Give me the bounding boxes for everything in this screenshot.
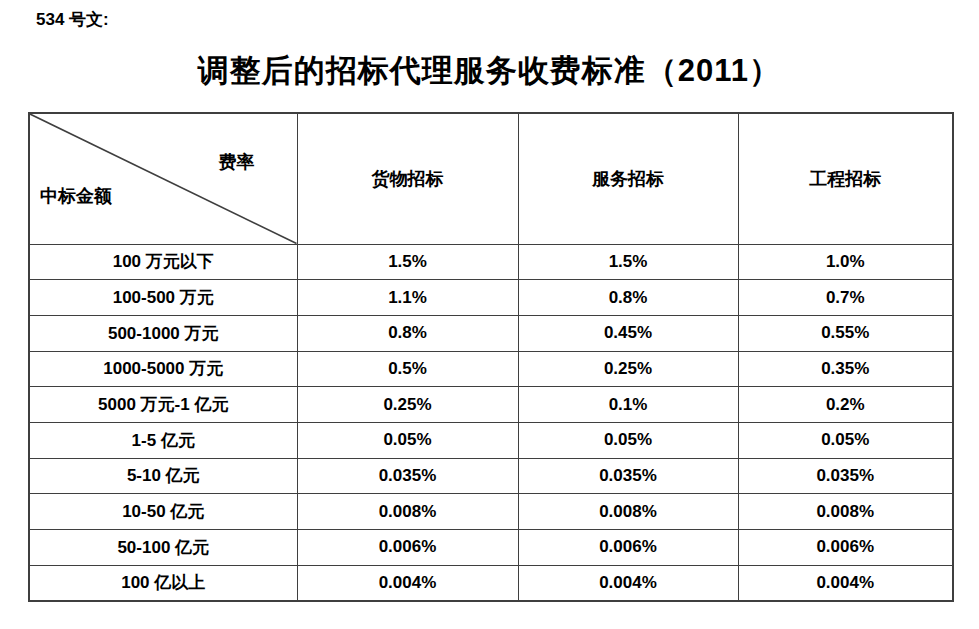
fee-table: 费率 中标金额 货物招标 服务招标 工程招标 100 万元以下 1.5% 1.5… <box>28 112 954 602</box>
row-label: 100 万元以下 <box>29 244 297 280</box>
table-cell: 0.004% <box>518 565 738 601</box>
table-cell: 0.008% <box>297 494 518 530</box>
table-row: 50-100 亿元 0.006% 0.006% 0.006% <box>29 530 953 566</box>
corner-label-rate: 费率 <box>219 150 255 174</box>
table-row: 1-5 亿元 0.05% 0.05% 0.05% <box>29 422 953 458</box>
table-cell: 0.035% <box>518 458 738 494</box>
table-cell: 0.1% <box>518 387 738 423</box>
table-cell: 0.006% <box>297 530 518 566</box>
table-cell: 0.2% <box>738 387 953 423</box>
document-page: 534 号文: 调整后的招标代理服务收费标准（2011） 费率 中标金额 货物招… <box>0 0 979 629</box>
table-cell: 1.1% <box>297 280 518 316</box>
table-cell: 0.05% <box>738 422 953 458</box>
column-header-works: 工程招标 <box>738 113 953 244</box>
table-cell: 1.5% <box>518 244 738 280</box>
table-cell: 0.25% <box>518 351 738 387</box>
row-label: 100 亿以上 <box>29 565 297 601</box>
corner-cell: 费率 中标金额 <box>29 113 297 244</box>
page-title: 调整后的招标代理服务收费标准（2011） <box>0 50 979 92</box>
column-header-goods: 货物招标 <box>297 113 518 244</box>
row-label: 1000-5000 万元 <box>29 351 297 387</box>
table-cell: 0.035% <box>738 458 953 494</box>
table-cell: 0.006% <box>738 530 953 566</box>
row-label: 50-100 亿元 <box>29 530 297 566</box>
table-cell: 0.004% <box>738 565 953 601</box>
row-label: 5-10 亿元 <box>29 458 297 494</box>
column-header-services: 服务招标 <box>518 113 738 244</box>
table-cell: 0.008% <box>738 494 953 530</box>
table-cell: 0.8% <box>518 280 738 316</box>
table-cell: 0.006% <box>518 530 738 566</box>
row-label: 100-500 万元 <box>29 280 297 316</box>
table-row: 5000 万元-1 亿元 0.25% 0.1% 0.2% <box>29 387 953 423</box>
table-cell: 0.05% <box>518 422 738 458</box>
table-cell: 1.0% <box>738 244 953 280</box>
row-label: 5000 万元-1 亿元 <box>29 387 297 423</box>
table-cell: 0.004% <box>297 565 518 601</box>
table-cell: 1.5% <box>297 244 518 280</box>
table-cell: 0.45% <box>518 315 738 351</box>
table-row: 10-50 亿元 0.008% 0.008% 0.008% <box>29 494 953 530</box>
table-cell: 0.035% <box>297 458 518 494</box>
corner-label-amount: 中标金额 <box>40 184 112 208</box>
table-cell: 0.7% <box>738 280 953 316</box>
table-header-row: 费率 中标金额 货物招标 服务招标 工程招标 <box>29 113 953 244</box>
table-cell: 0.5% <box>297 351 518 387</box>
table-cell: 0.25% <box>297 387 518 423</box>
table-cell: 0.35% <box>738 351 953 387</box>
doc-number-label: 534 号文: <box>36 8 109 31</box>
table-row: 5-10 亿元 0.035% 0.035% 0.035% <box>29 458 953 494</box>
table-row: 100 万元以下 1.5% 1.5% 1.0% <box>29 244 953 280</box>
table-row: 100-500 万元 1.1% 0.8% 0.7% <box>29 280 953 316</box>
table-cell: 0.008% <box>518 494 738 530</box>
table-cell: 0.55% <box>738 315 953 351</box>
diagonal-divider-line <box>30 114 297 244</box>
table-cell: 0.05% <box>297 422 518 458</box>
table-row: 500-1000 万元 0.8% 0.45% 0.55% <box>29 315 953 351</box>
row-label: 1-5 亿元 <box>29 422 297 458</box>
table-row: 1000-5000 万元 0.5% 0.25% 0.35% <box>29 351 953 387</box>
row-label: 10-50 亿元 <box>29 494 297 530</box>
table-cell: 0.8% <box>297 315 518 351</box>
table-row: 100 亿以上 0.004% 0.004% 0.004% <box>29 565 953 601</box>
row-label: 500-1000 万元 <box>29 315 297 351</box>
